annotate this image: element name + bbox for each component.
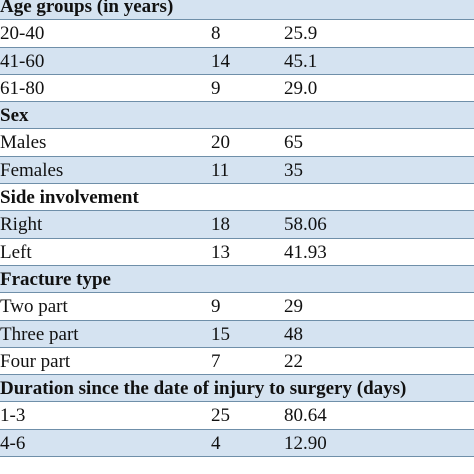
row-label: Right xyxy=(0,214,43,236)
section-heading-label: Side involvement xyxy=(0,187,139,209)
row-count: 4 xyxy=(211,432,221,454)
row-count: 14 xyxy=(211,50,230,72)
row-count: 7 xyxy=(211,350,221,372)
table-row: Left 13 41.93 xyxy=(0,239,474,266)
row-count: 9 xyxy=(211,77,221,99)
table-row: Females 11 35 xyxy=(0,156,474,185)
row-percent: 25.9 xyxy=(284,23,318,45)
row-percent: 58.06 xyxy=(284,214,327,236)
section-heading-age-groups: Age groups (in years) xyxy=(0,0,474,21)
table-row: Males 20 65 xyxy=(0,129,474,157)
table-row: 4-6 4 12.90 xyxy=(0,429,474,458)
row-percent: 29.0 xyxy=(284,77,318,99)
row-label: Two part xyxy=(0,296,68,318)
row-label: 20-40 xyxy=(0,23,45,45)
row-label: Females xyxy=(0,159,64,181)
row-percent: 35 xyxy=(284,159,303,181)
row-count: 18 xyxy=(211,214,230,236)
row-label: 4-6 xyxy=(0,432,26,454)
row-count: 11 xyxy=(211,159,230,181)
table-row: 1-3 25 80.64 xyxy=(0,402,474,430)
section-heading-label: Sex xyxy=(0,105,29,127)
demographics-table: Age groups (in years) 20-40 8 25.9 41-60… xyxy=(0,0,474,458)
row-count: 15 xyxy=(211,323,230,345)
row-label: 61-80 xyxy=(0,77,45,99)
row-label: 1-3 xyxy=(0,405,26,427)
table-row: 41-60 14 45.1 xyxy=(0,47,474,75)
table-row: 20-40 8 25.9 xyxy=(0,20,474,48)
row-count: 20 xyxy=(211,132,230,154)
row-percent: 48 xyxy=(284,323,303,345)
row-label: Four part xyxy=(0,350,71,372)
row-percent: 80.64 xyxy=(284,405,327,427)
row-label: 41-60 xyxy=(0,50,45,72)
section-heading-label: Fracture type xyxy=(0,268,111,290)
row-percent: 22 xyxy=(284,350,303,372)
row-label: Males xyxy=(0,132,47,154)
table-row: 61-80 9 29.0 xyxy=(0,75,474,103)
row-label: Left xyxy=(0,241,32,263)
section-heading-fracture-type: Fracture type xyxy=(0,265,474,294)
row-count: 9 xyxy=(211,296,221,318)
section-heading-label: Age groups (in years) xyxy=(0,0,174,17)
table-row: Three part 15 48 xyxy=(0,320,474,348)
table-row: Two part 9 29 xyxy=(0,293,474,321)
row-percent: 45.1 xyxy=(284,50,318,72)
row-percent: 65 xyxy=(284,132,303,154)
section-heading-sex: Sex xyxy=(0,102,474,130)
section-heading-duration: Duration since the date of injury to sur… xyxy=(0,375,474,403)
row-label: Three part xyxy=(0,323,79,345)
row-percent: 29 xyxy=(284,296,303,318)
table-row: Right 18 58.06 xyxy=(0,211,474,239)
row-percent: 41.93 xyxy=(284,241,327,263)
row-count: 13 xyxy=(211,241,230,263)
section-heading-label: Duration since the date of injury to sur… xyxy=(0,378,407,400)
table-row: Four part 7 22 xyxy=(0,348,474,376)
row-count: 25 xyxy=(211,405,230,427)
row-count: 8 xyxy=(211,23,221,45)
row-percent: 12.90 xyxy=(284,432,327,454)
section-heading-side-involvement: Side involvement xyxy=(0,184,474,212)
